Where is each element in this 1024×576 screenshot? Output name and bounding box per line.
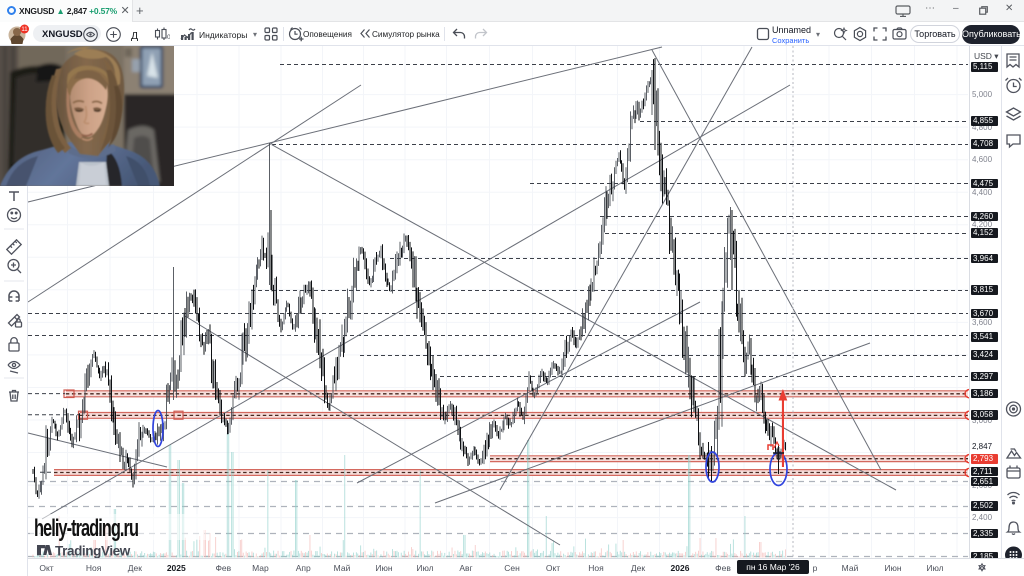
svg-text:11: 11 bbox=[21, 27, 28, 33]
svg-text:heliy-trading.ru: heliy-trading.ru bbox=[34, 515, 139, 542]
svg-text:TradingView: TradingView bbox=[55, 544, 131, 559]
svg-text:0: 0 bbox=[167, 34, 170, 41]
